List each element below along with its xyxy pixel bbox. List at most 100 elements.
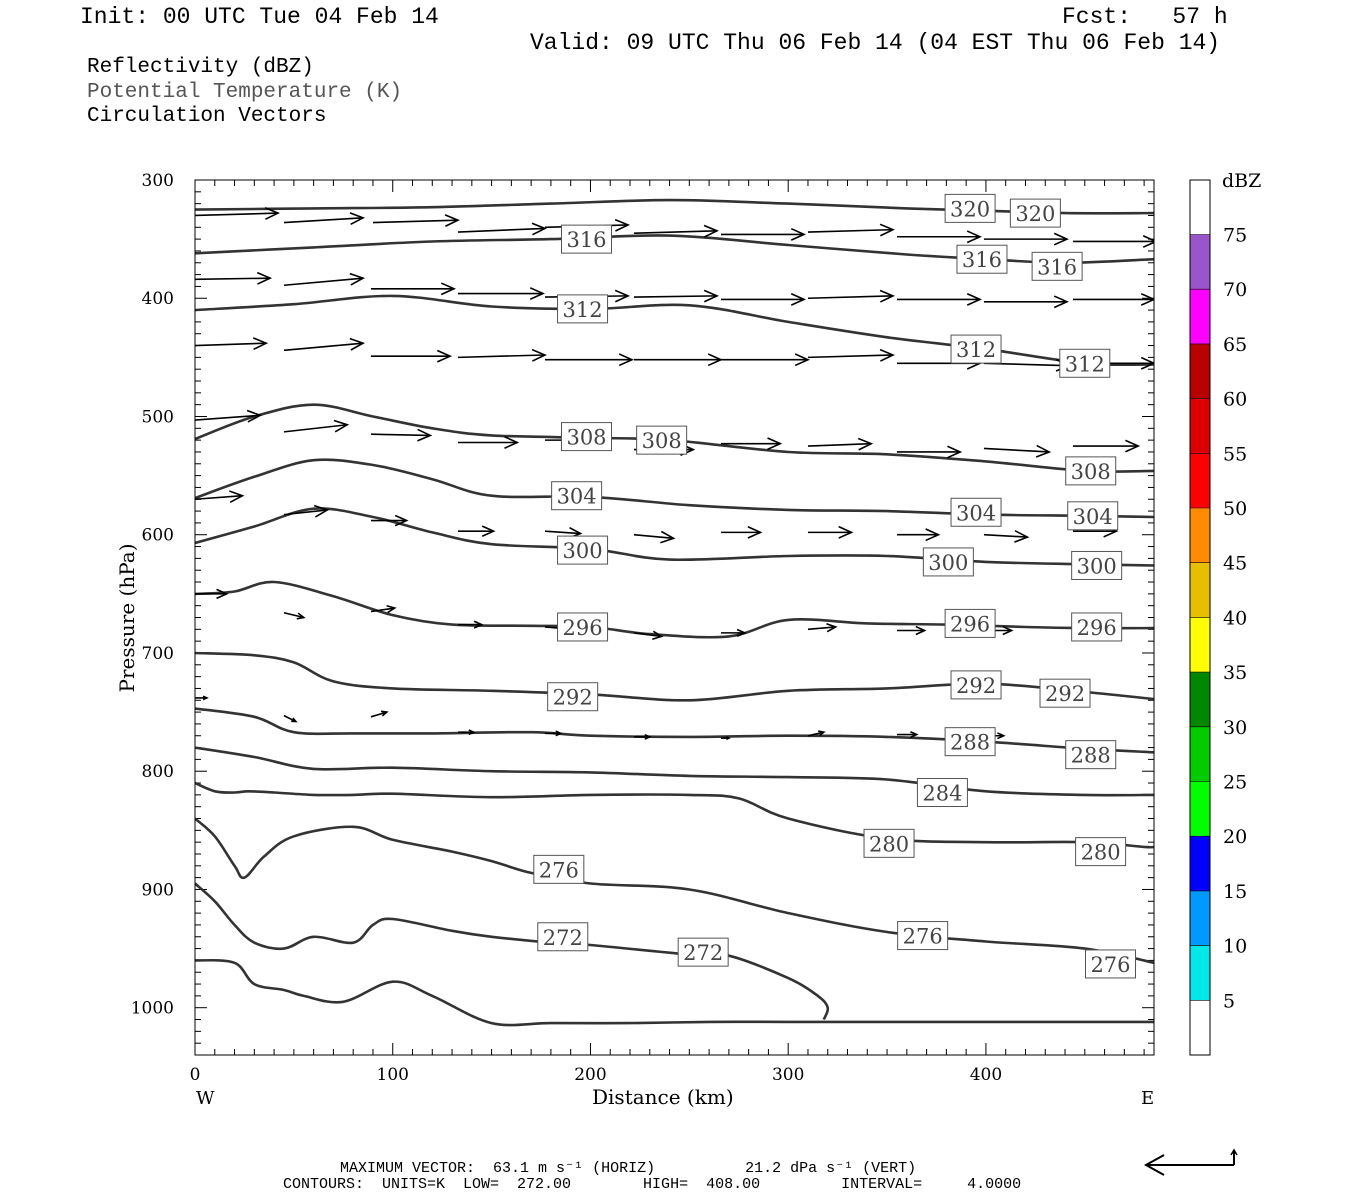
contour-label-box [1067,501,1119,531]
vector-head [264,207,281,220]
circulation-vector [372,214,460,227]
colorbar-level-label: 45 [1223,553,1247,575]
vector-shaft [807,228,894,233]
contour-label-box [916,778,968,807]
vector-head [313,504,330,518]
vector-head [736,628,747,637]
vector-shaft [195,342,267,347]
theta-contour-316 [195,234,1154,265]
vector-shaft [283,217,364,224]
circulation-vector [457,525,496,537]
contour-label-box [1075,837,1127,867]
vector-head [1053,232,1069,246]
vector-head [440,282,456,296]
contour-label-box [944,193,996,223]
colorbar-level-label: 65 [1223,334,1247,356]
circulation-vector [633,289,719,303]
y-tick-label: 500 [142,407,174,427]
vector-head [1140,292,1154,306]
colorbar-swatch [1190,726,1210,782]
vector-head [256,271,273,285]
vector-head [555,730,563,737]
contour-label-box [636,425,688,455]
colorbar-swatch [1190,508,1210,563]
colorbar-level-label: 60 [1223,389,1247,411]
contour-label-312: 312 [950,334,1002,364]
contour-label-text: 292 [1045,682,1085,706]
contour-label-box [561,224,613,254]
circulation-vector [195,409,263,423]
theta-contour-300 [195,507,1154,567]
circulation-vector [370,349,453,363]
circulation-vector [544,353,634,367]
vector-shaft [370,433,431,437]
circulation-vector [195,490,245,504]
circulation-vector [195,695,209,701]
colorbar-unit-label: dBZ [1222,170,1261,192]
vector-head [436,349,453,363]
contour-label-284: 284 [916,778,968,807]
circulation-vector [283,419,350,433]
vector-head [394,514,409,527]
circulation-vector [195,337,269,351]
circulation-vector [896,625,927,636]
contour-label-box [1039,678,1091,708]
theta-field-label: Potential Temperature (K) [87,81,403,104]
vector-shaft [195,212,279,217]
theta-contour-308 [195,403,1154,473]
circulation-vector [633,733,652,740]
contour-label-box [533,854,585,884]
circulation-vector [370,428,433,442]
contour-label-304: 304 [1067,501,1119,531]
circulation-vector [544,730,563,737]
contour-label-box [944,608,996,638]
max-vector-note: MAXIMUM VECTOR: 63.1 m s⁻¹ (HORIZ) 21.2 … [340,1160,917,1177]
contour-label-text: 292 [553,686,593,710]
contour-label-box [677,937,729,967]
contour-label-320: 320 [1009,198,1061,228]
colorbar-level-label: 20 [1223,826,1247,848]
vector-head [790,227,806,241]
contour-label-box [1084,949,1136,979]
vector-shaft [283,509,328,516]
contour-label-312: 312 [1059,348,1111,378]
colorbar-level-label: 50 [1223,498,1247,520]
colorbar-swatch [1190,343,1210,399]
contour-label-308: 308 [1065,456,1117,486]
x-axis-label: Distance (km) [592,1085,734,1109]
contour-label-300: 300 [922,547,974,577]
vector-shaft [457,354,546,359]
contour-label-text: 312 [1065,352,1105,376]
vector-head [216,588,229,600]
vector-head [644,733,652,740]
circulation-vector [283,212,366,226]
contour-label-316: 316 [1031,251,1083,281]
x-tick-label: 100 [377,1065,409,1085]
forecast-hour-label: Fcst: 57 h [1062,4,1228,30]
contour-label-308: 308 [636,425,688,455]
contour-label-272: 272 [537,922,589,952]
contour-label-box [1059,348,1111,378]
x-tick-label: 200 [574,1065,606,1085]
contour-label-box [551,481,603,511]
contour-label-box [950,497,1002,527]
circulation-vector [457,222,547,236]
y-tick-label: 900 [142,880,174,900]
circulation-vector [720,525,763,539]
contour-label-text: 296 [1077,616,1117,640]
contour-label-272: 272 [677,937,729,967]
contour-label-text: 288 [950,731,990,755]
contour-label-text: 292 [956,674,996,698]
contour-label-text: 300 [928,551,968,575]
contour-label-316: 316 [561,224,613,254]
vector-shaft [983,362,1069,367]
circulation-vector [457,620,484,629]
contour-label-304: 304 [551,481,603,511]
contour-label-text: 304 [1073,505,1113,529]
circulation-vector [807,289,895,303]
contour-labels: 320 320 316 316 316 312 312 312 308 308 308 304 304 3… [533,193,1136,979]
contour-label-box [956,244,1008,274]
vector-head [444,214,460,227]
vector-head [910,731,919,739]
circulation-vector [633,353,723,367]
